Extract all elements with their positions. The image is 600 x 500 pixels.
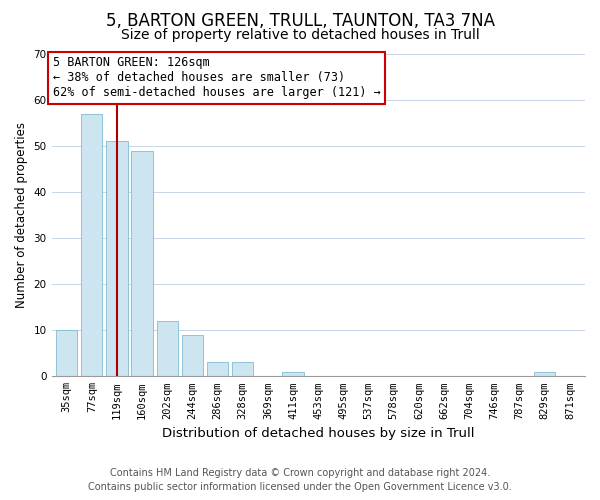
Bar: [106, 142, 128, 376]
Bar: [232, 362, 253, 376]
Bar: [534, 372, 556, 376]
Bar: [56, 330, 77, 376]
Bar: [182, 335, 203, 376]
Bar: [131, 150, 153, 376]
Bar: [157, 321, 178, 376]
Bar: [283, 372, 304, 376]
Bar: [207, 362, 229, 376]
Text: Size of property relative to detached houses in Trull: Size of property relative to detached ho…: [121, 28, 479, 42]
Y-axis label: Number of detached properties: Number of detached properties: [15, 122, 28, 308]
Text: 5, BARTON GREEN, TRULL, TAUNTON, TA3 7NA: 5, BARTON GREEN, TRULL, TAUNTON, TA3 7NA: [106, 12, 494, 30]
Text: Contains HM Land Registry data © Crown copyright and database right 2024.
Contai: Contains HM Land Registry data © Crown c…: [88, 468, 512, 492]
Text: 5 BARTON GREEN: 126sqm
← 38% of detached houses are smaller (73)
62% of semi-det: 5 BARTON GREEN: 126sqm ← 38% of detached…: [53, 56, 380, 100]
Bar: [81, 114, 103, 376]
X-axis label: Distribution of detached houses by size in Trull: Distribution of detached houses by size …: [162, 427, 475, 440]
